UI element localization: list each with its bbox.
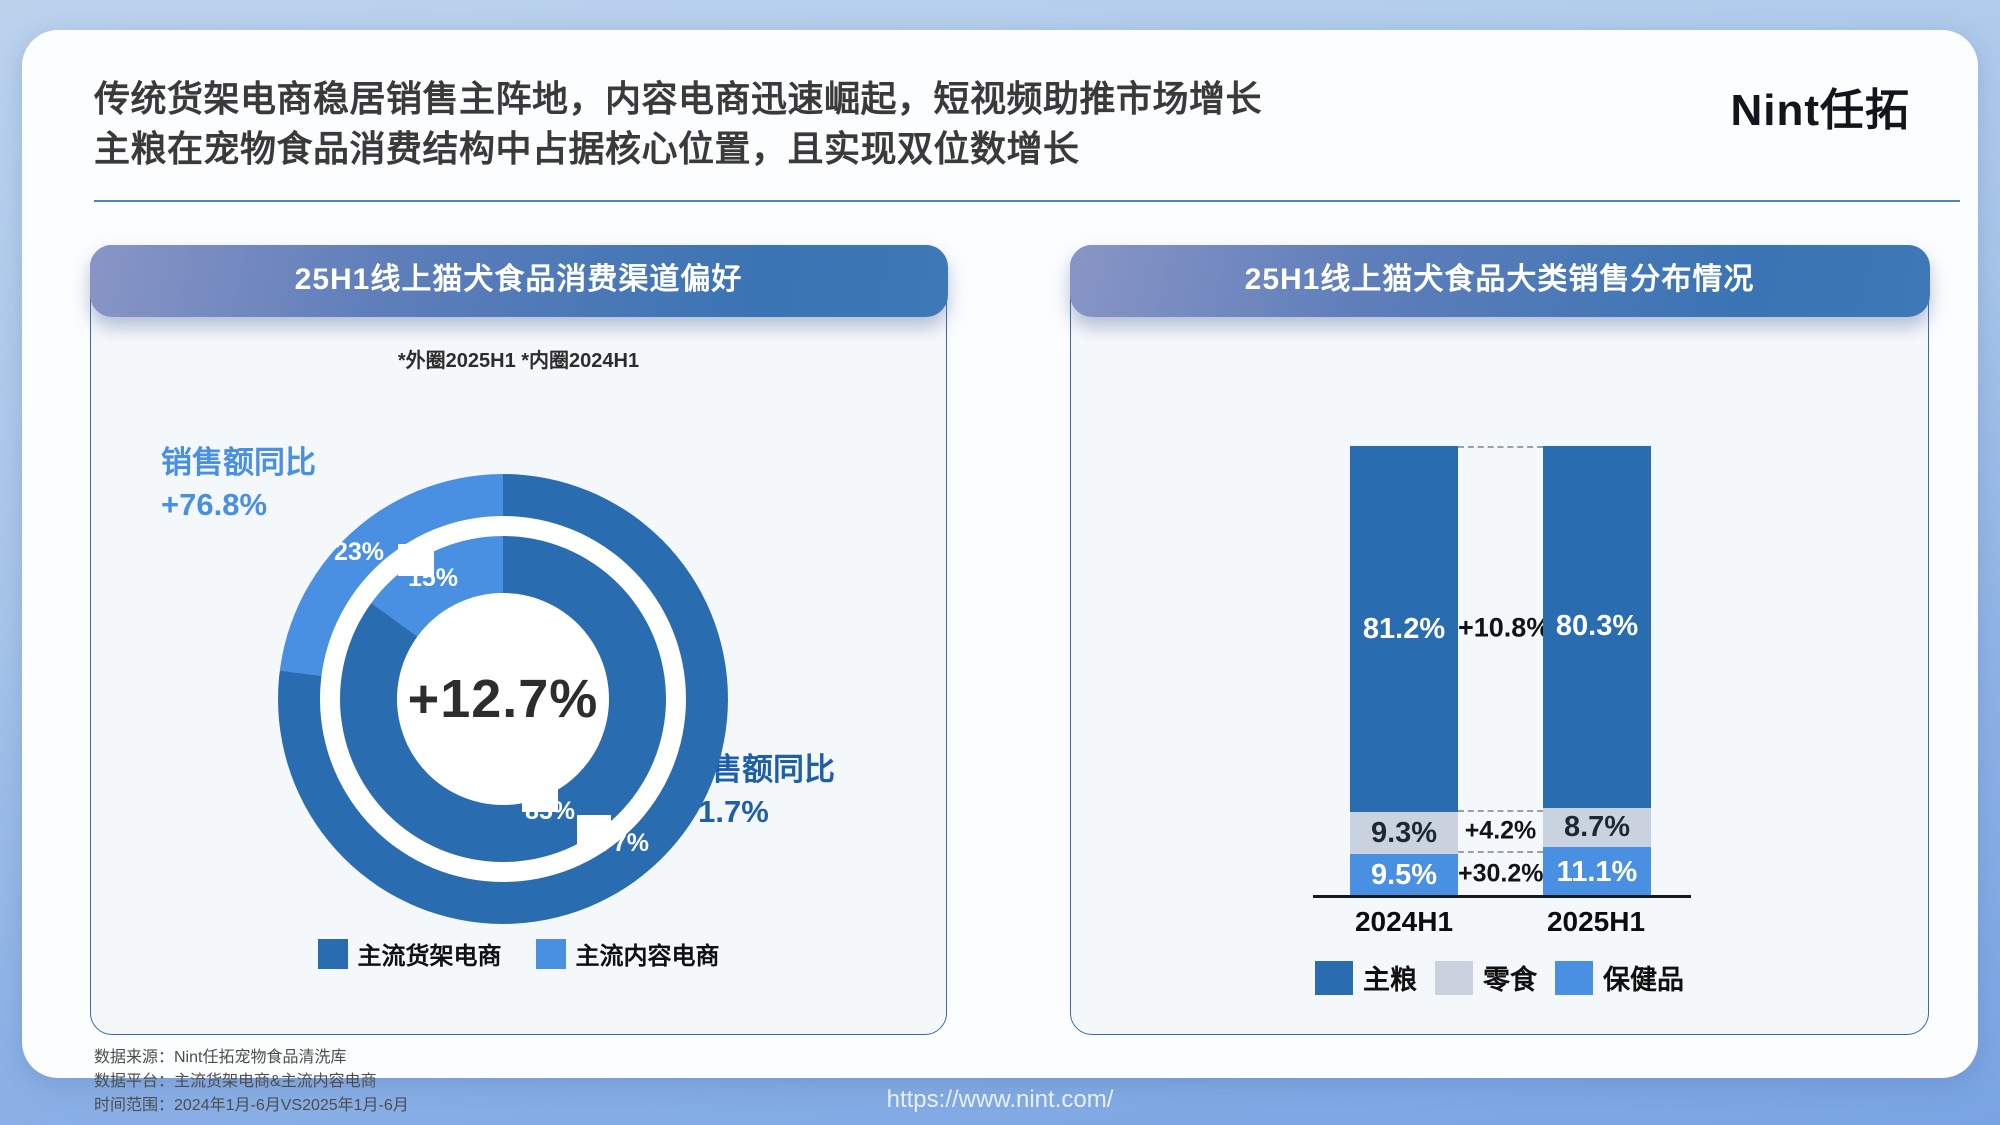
bar-2025h1-snack-segment: 8.7% <box>1543 807 1651 847</box>
inner-content-slice-label: 15% <box>408 564 459 592</box>
channel-preference-panel: 25H1线上猫犬食品消费渠道偏好 *外圈2025H1 *内圈2024H1 销售额… <box>89 244 948 1035</box>
site-url: https://www.nint.com/ <box>886 1086 1114 1113</box>
bar-2024h1-staple-segment: 81.2% <box>1350 446 1458 813</box>
x-label-2025h1: 2025H1 <box>1546 906 1646 937</box>
shelf-ecom-color-chip <box>317 938 348 969</box>
nint-logo: Nint任拓 <box>1730 86 1910 135</box>
outer-content-slice-label: 23% <box>334 538 385 566</box>
category-distribution-panel: 25H1线上猫犬食品大类销售分布情况 81.2% 9.3% 9.5% +10.8… <box>1069 244 1930 1035</box>
category-panel-header: 25H1线上猫犬食品大类销售分布情况 <box>1069 244 1930 317</box>
health-legend-label: 保健品 <box>1603 965 1684 995</box>
donut-center: +12.7% <box>397 593 609 805</box>
inner-shelf-slice-label: 85% <box>525 797 576 825</box>
health-color-chip <box>1555 960 1593 995</box>
category-legend: 主粮 零食 保健品 <box>1071 958 1928 997</box>
bar-2025h1-staple-segment: 80.3% <box>1543 446 1651 808</box>
legend-item-shelf-ecom: 主流货架电商 <box>317 936 502 971</box>
x-label-2024h1: 2024H1 <box>1354 906 1454 937</box>
data-source-footer: 数据来源：Nint任拓宠物食品清洗库 数据平台：主流货架电商&主流内容电商 时间… <box>94 1046 409 1118</box>
dashed-connector-low <box>1458 850 1543 853</box>
staple-legend-label: 主粮 <box>1363 965 1417 995</box>
footer-timerange-line: 时间范围：2024年1月-6月VS2025年1月-6月 <box>94 1097 409 1114</box>
title-divider <box>94 200 1960 202</box>
content-ecom-growth-callout: 销售额同比 +76.8% <box>161 442 316 526</box>
legend-item-snack: 零食 <box>1435 958 1537 997</box>
donut-center-value: +12.7% <box>407 669 599 729</box>
channel-legend: 主流货架电商 主流内容电商 <box>91 936 946 971</box>
snack-legend-label: 零食 <box>1483 965 1537 995</box>
donut-ring-note: *外圈2025H1 *内圈2024H1 <box>397 350 640 372</box>
slide-title-line1: 传统货架电商稳居销售主阵地，内容电商迅速崛起，短视频助推市场增长 <box>94 78 1263 119</box>
footer-platform-line: 数据平台：主流货架电商&主流内容电商 <box>94 1073 377 1090</box>
content-ecom-growth-value: +76.8% <box>161 486 268 522</box>
slide-title: 传统货架电商稳居销售主阵地，内容电商迅速崛起，短视频助推市场增长 主粮在宠物食品… <box>94 74 1262 174</box>
slide-title-line2: 主粮在宠物食品消费结构中占据核心位置，且实现双位数增长 <box>94 128 1080 169</box>
outer-shelf-slice-label: 77% <box>599 829 650 857</box>
stacked-bar-chart: 81.2% 9.3% 9.5% +10.8% +4.2% +30.2% 80.3… <box>1350 446 1651 897</box>
legend-item-content-ecom: 主流内容电商 <box>535 936 720 971</box>
bar-2024h1-snack-segment: 9.3% <box>1350 812 1458 855</box>
health-growth-label: +30.2% <box>1458 859 1544 888</box>
shelf-ecom-legend-label: 主流货架电商 <box>357 943 502 970</box>
content-ecom-color-chip <box>535 938 566 969</box>
snack-growth-label: +4.2% <box>1464 816 1537 845</box>
bar-2024h1: 81.2% 9.3% 9.5% <box>1350 446 1458 897</box>
slide-card: 传统货架电商稳居销售主阵地，内容电商迅速崛起，短视频助推市场增长 主粮在宠物食品… <box>22 30 1978 1114</box>
growth-gap-zone: +10.8% +4.2% +30.2% <box>1458 446 1551 897</box>
bar-2025h1: 80.3% 8.7% 11.1% <box>1543 446 1651 897</box>
content-ecom-growth-title: 销售额同比 <box>161 445 316 480</box>
label-step-top <box>398 544 434 576</box>
staple-color-chip <box>1315 960 1353 995</box>
legend-item-staple: 主粮 <box>1315 958 1417 997</box>
dashed-connector-top <box>1458 446 1543 448</box>
snack-color-chip <box>1435 960 1473 995</box>
channel-panel-header: 25H1线上猫犬食品消费渠道偏好 <box>89 244 948 317</box>
dashed-connector-mid <box>1458 810 1543 813</box>
label-step-outer-bottom <box>577 815 611 845</box>
bar-2024h1-health-segment: 9.5% <box>1350 854 1458 897</box>
footer-source-line: 数据来源：Nint任拓宠物食品清洗库 <box>94 1049 347 1066</box>
staple-growth-label: +10.8% <box>1458 612 1551 643</box>
legend-item-health: 保健品 <box>1555 958 1684 997</box>
x-axis-line <box>1313 895 1691 898</box>
double-donut-chart: +12.7% 23% 15% 85% 77% <box>278 474 728 924</box>
content-ecom-legend-label: 主流内容电商 <box>575 943 720 970</box>
bar-2025h1-health-segment: 11.1% <box>1543 847 1651 897</box>
